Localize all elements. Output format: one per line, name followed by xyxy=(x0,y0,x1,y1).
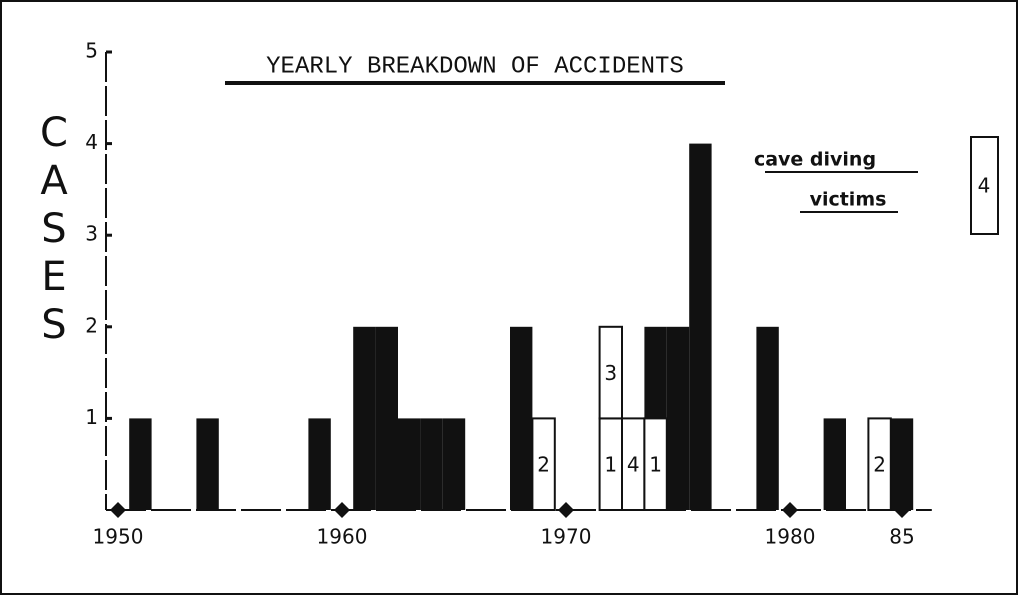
bar xyxy=(689,143,712,510)
x-tick-label: 1960 xyxy=(317,525,368,549)
x-tick xyxy=(782,502,798,518)
bar xyxy=(666,326,690,510)
bar xyxy=(308,418,331,510)
bar xyxy=(420,418,443,510)
victims-label: 1 xyxy=(649,453,662,477)
bar xyxy=(867,417,892,511)
bar xyxy=(510,326,533,510)
victims-label: 2 xyxy=(537,453,550,477)
bar xyxy=(375,326,398,510)
y-axis-label: CASES xyxy=(31,110,77,350)
bar xyxy=(890,418,914,510)
bar xyxy=(643,417,668,511)
bar xyxy=(398,418,421,510)
victims-label: 1 xyxy=(604,453,617,477)
legend-sample: 4 xyxy=(978,174,991,198)
bar xyxy=(442,418,466,510)
x-tick xyxy=(558,502,574,518)
chart-title: YEARLY BREAKDOWN OF ACCIDENTS xyxy=(266,53,684,80)
x-tick-label: 1980 xyxy=(765,525,816,549)
x-tick xyxy=(334,502,350,518)
victims-label: 3 xyxy=(604,361,617,385)
y-tick-label: 1 xyxy=(85,405,98,429)
x-tick-label: 1950 xyxy=(93,525,144,549)
bar xyxy=(129,418,152,510)
bar xyxy=(353,326,376,510)
y-tick-label: 3 xyxy=(85,222,98,246)
victims-label: 2 xyxy=(873,453,886,477)
x-tick-label: 85 xyxy=(889,525,914,549)
x-tick-label: 1970 xyxy=(541,525,592,549)
bar xyxy=(823,418,846,510)
y-tick-label: 4 xyxy=(85,130,98,154)
y-tick-label: 5 xyxy=(85,39,98,63)
y-tick-label: 2 xyxy=(85,313,98,337)
legend-label: cave diving xyxy=(754,149,876,171)
legend-swatch xyxy=(970,136,999,235)
bar xyxy=(531,417,556,511)
legend-sublabel: victims xyxy=(810,189,887,211)
victims-label: 4 xyxy=(627,453,640,477)
bar xyxy=(598,325,623,420)
x-tick xyxy=(110,502,126,518)
bar xyxy=(756,326,779,510)
bar xyxy=(196,418,219,510)
